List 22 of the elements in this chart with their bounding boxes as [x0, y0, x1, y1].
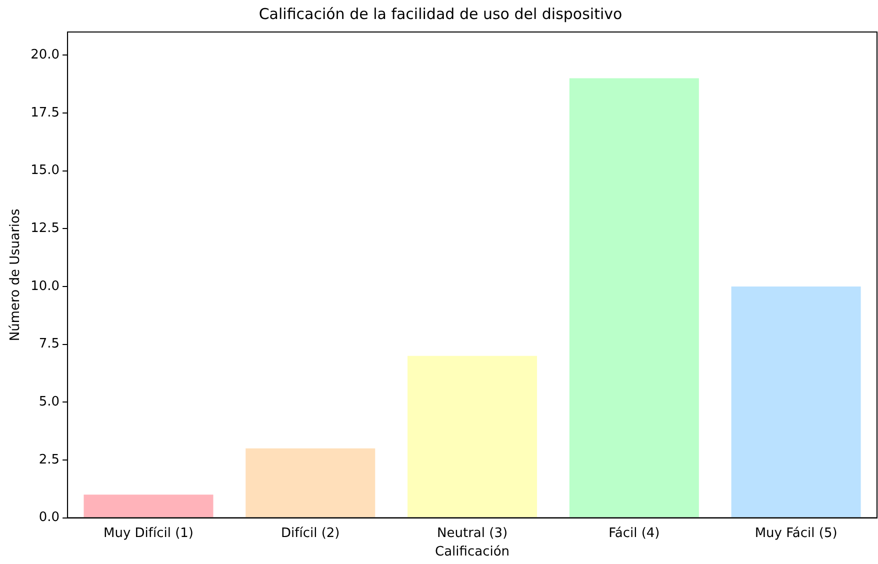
bar [246, 448, 376, 518]
x-tick-label: Difícil (2) [281, 526, 340, 541]
x-axis-title: Calificación [435, 544, 510, 560]
chart-title: Calificación de la facilidad de uso del dispositivo [258, 4, 622, 23]
y-tick-label: 15.0 [30, 163, 60, 178]
bar [408, 356, 538, 518]
bar [84, 494, 214, 518]
y-tick-label: 7.5 [38, 336, 60, 352]
y-tick-label: 20.0 [30, 48, 60, 63]
x-tick-label: Fácil (4) [608, 526, 660, 541]
bar [731, 286, 861, 518]
y-tick-label: 10.0 [30, 278, 60, 294]
y-tick-label: 12.5 [30, 221, 60, 236]
y-tick-label: 2.5 [38, 452, 60, 468]
x-tick-label: Muy Fácil (5) [754, 526, 838, 541]
y-tick-label: 17.5 [30, 105, 60, 120]
y-tick-label: 5.0 [38, 394, 60, 410]
x-tick-label: Muy Difícil (1) [103, 526, 194, 541]
x-tick-label: Neutral (3) [437, 526, 508, 541]
y-tick-label: 0.0 [38, 510, 60, 526]
y-axis-title: Número de Usuarios [8, 208, 24, 342]
bar [569, 78, 699, 518]
